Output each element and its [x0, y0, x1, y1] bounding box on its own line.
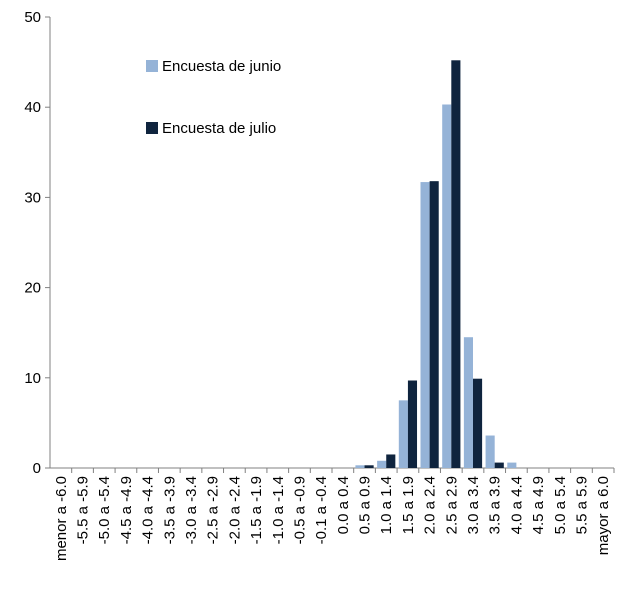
x-tick-label: 0.0 a 0.4: [335, 476, 352, 534]
bar: [451, 60, 461, 469]
x-tick-label: -0.5 a -0.9: [291, 476, 308, 544]
x-tick-label: 0.5 a 0.9: [357, 476, 374, 534]
bar: [398, 400, 408, 468]
bar: [485, 435, 495, 468]
y-tick-label: 30: [24, 189, 41, 206]
x-tick-label: 1.0 a 1.4: [378, 476, 395, 534]
bar: [355, 465, 365, 468]
x-tick-label: -4.5 a -4.9: [118, 476, 135, 544]
bar: [364, 465, 374, 468]
x-tick-label: 2.0 a 2.4: [422, 476, 439, 534]
x-tick-label: -4.0 a -4.4: [140, 476, 157, 544]
x-tick-label: 3.5 a 3.9: [487, 476, 504, 534]
x-tick-label: -0.1 a -0.4: [313, 476, 330, 544]
bar: [473, 378, 483, 468]
bar: [463, 337, 473, 468]
bar: [407, 380, 418, 468]
y-tick-label: 50: [24, 9, 41, 26]
x-tick-label: 5.0 a 5.4: [552, 476, 569, 534]
bar: [420, 182, 430, 469]
x-tick-label: 1.5 a 1.9: [400, 476, 417, 534]
x-tick-label: -5.0 a -5.4: [96, 476, 113, 544]
bar: [442, 104, 452, 468]
x-tick-label: menor a -6.0: [53, 476, 70, 561]
y-tick-label: 40: [24, 99, 41, 116]
bar: [507, 462, 517, 468]
x-tick-label: 4.5 a 4.9: [530, 476, 547, 534]
bar: [386, 454, 396, 468]
legend-swatch: [146, 60, 158, 72]
x-tick-label: -1.0 a -1.4: [270, 476, 287, 544]
x-tick-label: -2.5 a -2.9: [205, 476, 222, 544]
y-tick-label: 20: [24, 280, 41, 297]
x-tick-label: -1.5 a -1.9: [248, 476, 265, 544]
legend-label: Encuesta de junio: [162, 58, 281, 75]
x-tick-label: 2.5 a 2.9: [443, 476, 460, 534]
x-tick-label: -2.0 a -2.4: [226, 476, 243, 544]
bar: [494, 462, 504, 468]
x-tick-label: -5.5 a -5.9: [75, 476, 92, 544]
x-tick-label: -3.0 a -3.4: [183, 476, 200, 544]
bar: [377, 460, 387, 468]
y-tick-label: 10: [24, 370, 41, 387]
x-tick-label: 5.5 a 5.9: [573, 476, 590, 534]
y-tick-label: 0: [33, 460, 41, 477]
legend-label: Encuesta de julio: [162, 120, 276, 137]
x-tick-label: 4.0 a 4.4: [508, 476, 525, 534]
bar: [429, 181, 439, 468]
x-tick-label: -3.5 a -3.9: [161, 476, 178, 544]
legend-swatch: [146, 122, 158, 134]
x-tick-label: 3.0 a 3.4: [465, 476, 482, 534]
x-tick-label: mayor a 6.0: [595, 476, 612, 555]
